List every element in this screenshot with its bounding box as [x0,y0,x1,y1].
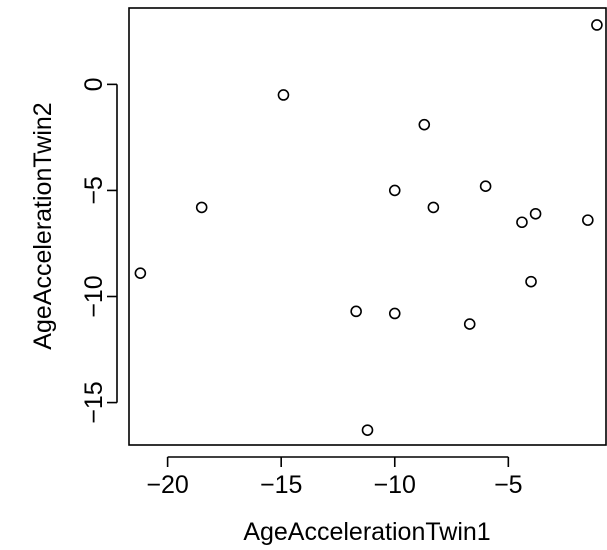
x-tick-label: −15 [260,471,302,499]
y-tick-label: 0 [80,77,108,91]
plot-frame [128,7,607,446]
y-axis: 0 −5 −10 −15 [80,77,118,424]
data-point [350,305,362,318]
y-tick-label: −15 [80,381,108,423]
data-point [388,307,401,320]
x-axis: −20 −15 −10 −5 [146,456,523,499]
data-point [418,118,431,131]
data-point [195,201,208,214]
data-point [479,180,492,192]
x-tick-label: −5 [494,471,523,499]
data-point [134,267,147,279]
y-tick-label: −10 [80,275,108,317]
data-point [388,184,401,197]
data-point [463,318,476,330]
data-point [591,19,603,31]
data-point [277,89,290,101]
data-point [361,424,374,436]
data-point [516,216,528,229]
x-tick-label: −20 [146,471,188,499]
x-axis-label: AgeAccelerationTwin1 [243,518,490,546]
x-tick-label: −10 [374,471,416,499]
data-points [134,19,603,436]
data-point [582,214,594,226]
y-tick-label: −5 [80,176,108,205]
y-axis-label: AgeAccelerationTwin2 [29,102,57,349]
data-point [427,201,440,214]
data-point [525,275,537,288]
data-point [529,207,542,220]
